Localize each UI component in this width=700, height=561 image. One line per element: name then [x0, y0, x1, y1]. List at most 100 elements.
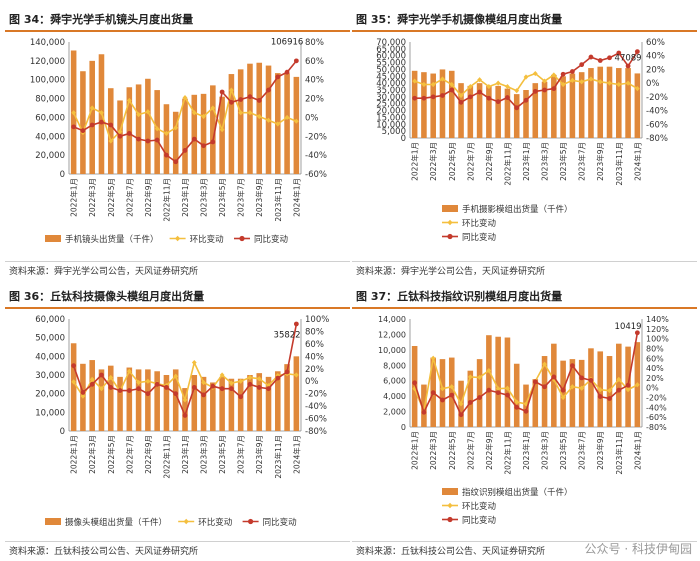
x-tick-label: 2023年7月 [577, 431, 587, 470]
y2-tick-label: 60% [646, 38, 665, 48]
x-tick-label: 2022年5月 [106, 178, 116, 217]
y-tick-label: 0 [401, 134, 406, 144]
source-text: 资料来源：舜宇光学公司公告，天风证券研究所 [356, 267, 546, 277]
mom-point [247, 110, 253, 116]
mom-point [458, 92, 464, 99]
bar [486, 335, 492, 427]
bar [145, 369, 151, 431]
mom-point [266, 117, 271, 123]
yoy-point [440, 93, 445, 98]
yoy-point [80, 390, 86, 395]
bar [126, 87, 133, 174]
mom-point [532, 70, 538, 77]
bar [541, 81, 548, 138]
yoy-point [616, 50, 622, 56]
yoy-point [449, 392, 455, 398]
y-tick-label: 15,000 [376, 113, 406, 123]
bar [70, 343, 77, 431]
yoy-point [145, 391, 151, 397]
x-tick-label: 2022年7月 [124, 178, 134, 217]
yoy-point [108, 385, 114, 390]
yoy-point [256, 385, 262, 390]
bar [219, 96, 225, 174]
mom-point [191, 110, 197, 116]
x-tick-label: 2024年1月 [632, 431, 642, 470]
y-tick-label: 70,000 [376, 38, 406, 48]
yoy-point [412, 95, 418, 101]
chart-panel-lens: 图 34：舜宇光学手机镜头月度出货量 0 20,000 40,000 60,000 80… [5, 8, 350, 283]
x-tick-label: 2022年7月 [465, 431, 475, 470]
y-tick-label: 80,000 [35, 95, 65, 105]
y2-tick-label: 120% [646, 325, 669, 334]
y-tick-label: 40,000 [376, 79, 406, 89]
y2-tick-label: 140% [646, 315, 669, 324]
yoy-point [266, 386, 271, 392]
bar [284, 73, 290, 174]
bar [616, 68, 622, 138]
x-tick-label: 2023年9月 [254, 178, 264, 217]
x-tick-label: 2023年7月 [236, 435, 246, 474]
legend-swatch-bar [45, 235, 61, 242]
yoy-point [477, 395, 482, 400]
y-tick-label: 55,000 [376, 59, 406, 69]
mom-point [514, 399, 520, 405]
x-tick-label: 2022年5月 [106, 435, 116, 474]
chart-title: 图 35：舜宇光学手机摄像模组月度出货量 [356, 13, 563, 26]
y2-tick-label: 100% [646, 335, 669, 344]
chart-title-bar: 图 35：舜宇光学手机摄像模组月度出货量 [352, 8, 697, 32]
bar [89, 360, 95, 431]
mom-point [201, 113, 206, 120]
x-tick-label: 2023年7月 [577, 142, 587, 181]
bar [513, 363, 520, 427]
yoy-point [412, 380, 418, 386]
y-tick-label: 140,000 [30, 38, 65, 48]
y-tick-label: 10,000 [376, 120, 406, 130]
yoy-point [173, 159, 179, 165]
mom-point [89, 105, 95, 111]
data-label: 10419 [615, 322, 642, 332]
mom-point [108, 138, 114, 144]
bar [504, 88, 511, 138]
mom-point [523, 74, 529, 80]
y2-tick-label: -80% [646, 423, 667, 432]
source-text: 资料来源：舜宇光学公司公告，天风证券研究所 [9, 267, 199, 277]
mom-point [164, 130, 169, 137]
bar [476, 359, 483, 427]
x-tick-label: 2023年3月 [199, 435, 209, 474]
yoy-point [449, 87, 455, 93]
yoy-point [430, 94, 436, 100]
y-tick-label: 0 [60, 170, 65, 180]
yoy-point [256, 98, 262, 103]
bar [172, 369, 179, 431]
yoy-point [266, 87, 271, 93]
y-tick-label: 0 [60, 427, 65, 437]
bar [228, 74, 235, 174]
mom-point [486, 367, 492, 374]
y2-tick-label: -80% [646, 134, 668, 144]
bar [154, 90, 160, 174]
y2-tick-label: 20% [305, 95, 324, 105]
mom-point [293, 118, 299, 124]
x-tick-label: 2022年9月 [484, 142, 494, 181]
bar [228, 378, 235, 431]
yoy-point [126, 131, 132, 136]
mom-point [607, 388, 612, 394]
legend-marker [183, 518, 189, 525]
y2-tick-label: -60% [646, 413, 667, 422]
y2-tick-label: 20% [646, 374, 664, 383]
bar [293, 76, 300, 174]
legend-marker [447, 516, 453, 523]
x-tick-label: 2023年11月 [273, 435, 283, 479]
y-tick-label: 5,000 [382, 127, 406, 137]
mom-point [247, 374, 253, 381]
bar [551, 74, 557, 138]
bar [439, 69, 446, 138]
yoy-point [99, 119, 104, 125]
yoy-point [625, 382, 631, 388]
bar [532, 379, 539, 427]
y2-tick-label: 40% [646, 52, 665, 62]
mom-point [430, 81, 436, 88]
chart-svg: 0 20,000 40,000 60,000 80,000 100,000 120,000 1… [30, 37, 327, 245]
yoy-point [430, 390, 436, 396]
chart-svg: 0 2,000 4,000 6,000 8,000 10,000 12,000 14,000 -… [378, 315, 669, 526]
